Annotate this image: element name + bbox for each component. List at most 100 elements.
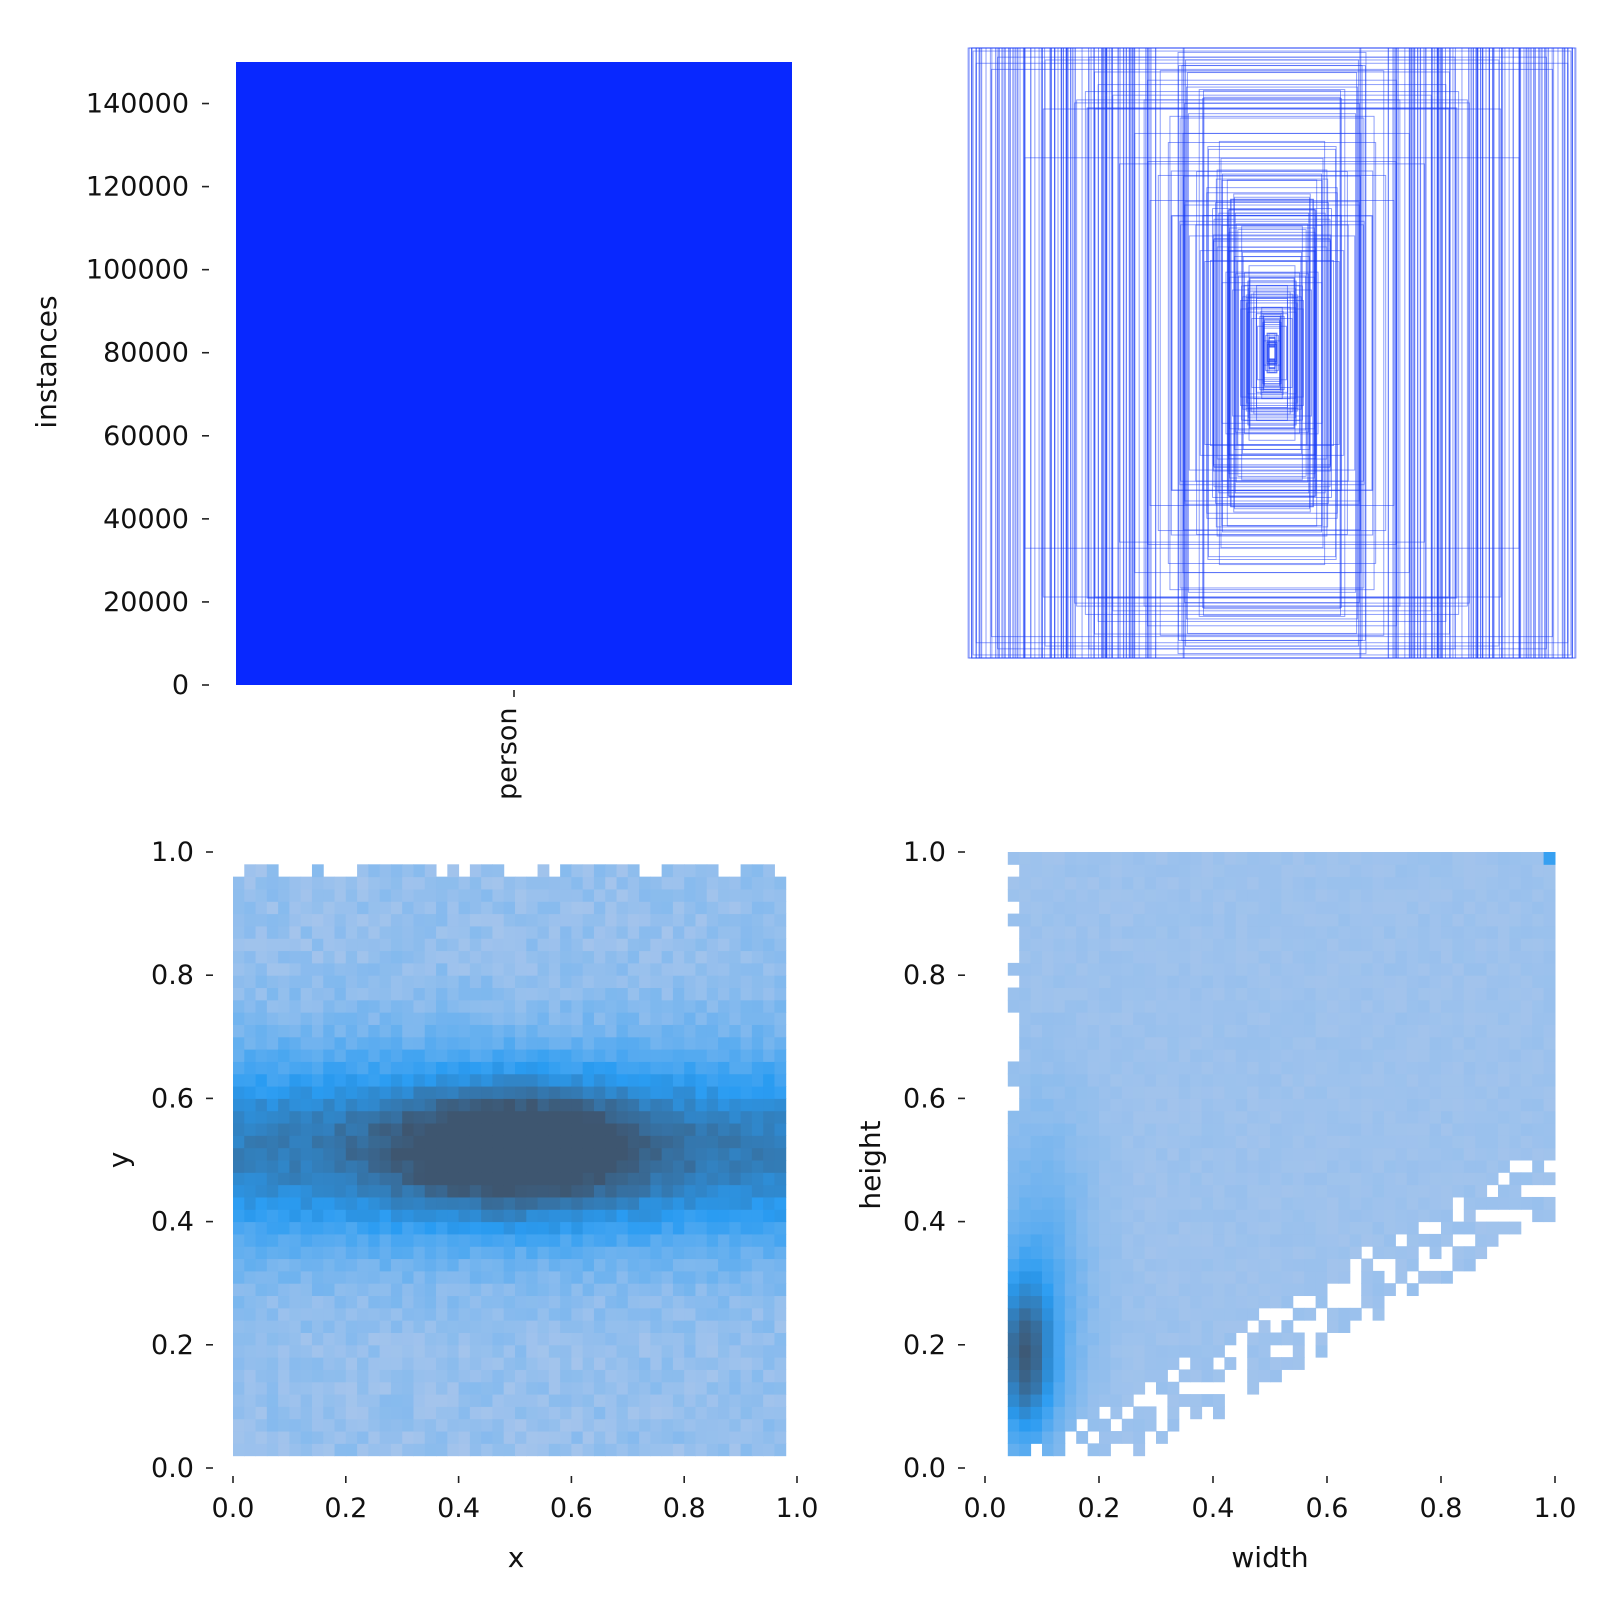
heatmap-cell <box>1076 1061 1089 1075</box>
heatmap-cell <box>1042 1172 1054 1186</box>
heatmap-cell <box>1224 1320 1237 1333</box>
heatmap-cell <box>1315 1098 1328 1112</box>
heatmap-cell <box>278 876 290 890</box>
heatmap-cell <box>639 1418 651 1432</box>
heatmap-cell <box>627 1196 640 1210</box>
heatmap-cell <box>1372 1160 1385 1173</box>
heatmap-cell <box>751 1061 764 1075</box>
heatmap-cell <box>515 1036 527 1050</box>
heatmap-cell <box>1007 1357 1020 1370</box>
heatmap-cell <box>345 1196 358 1210</box>
heatmap-cell <box>571 1209 584 1223</box>
heatmap-cell <box>492 1123 505 1136</box>
heatmap-cell <box>244 1270 257 1284</box>
heatmap-cell <box>1064 1061 1077 1075</box>
heatmap-cell <box>515 1160 527 1173</box>
heatmap-cell <box>289 1147 302 1161</box>
heatmap-cell <box>390 1209 403 1223</box>
heatmap-cell <box>1099 1196 1111 1210</box>
heatmap-cell <box>1441 1196 1453 1210</box>
box-outline <box>1268 343 1276 363</box>
heatmap-cell <box>1042 1221 1054 1235</box>
heatmap-cell <box>1007 1196 1020 1210</box>
heatmap-cell <box>1030 1357 1043 1370</box>
box-outline <box>1106 47 1438 659</box>
heatmap-cell <box>582 1024 595 1038</box>
heatmap-cell <box>515 1344 527 1358</box>
heatmap-cell <box>345 1172 358 1186</box>
heatmap-cell <box>1042 852 1054 865</box>
heatmap-cell <box>526 999 539 1013</box>
heatmap-cell <box>492 1246 505 1260</box>
box-outline <box>1178 65 1366 641</box>
heatmap-cell <box>774 1024 787 1038</box>
heatmap-cell <box>706 1344 719 1358</box>
heatmap-cell <box>1178 962 1191 976</box>
heatmap-cell <box>695 1431 708 1444</box>
heatmap-cell <box>1395 1246 1408 1260</box>
box-outline <box>1118 47 1426 659</box>
box-outline <box>1180 224 1364 482</box>
heatmap-cell <box>481 1209 493 1223</box>
heatmap-cell <box>368 1357 381 1370</box>
heatmap-cell <box>593 1184 606 1198</box>
heatmap-cell <box>266 1320 279 1333</box>
heatmap-cell <box>718 1073 730 1087</box>
heatmap-cell <box>492 1221 505 1235</box>
heatmap-cell <box>1042 1160 1054 1173</box>
heatmap-cell <box>1406 938 1419 952</box>
heatmap-cell <box>1395 888 1408 902</box>
heatmap-cell <box>1520 864 1533 878</box>
heatmap-cell <box>605 938 618 952</box>
heatmap-cell <box>774 1431 787 1444</box>
heatmap-cell <box>436 1258 448 1272</box>
heatmap-cell <box>1258 1073 1271 1087</box>
heatmap-cell <box>255 925 268 939</box>
heatmap-cell <box>1429 913 1442 927</box>
heatmap-cell <box>379 864 392 878</box>
heatmap-cell <box>740 1036 753 1050</box>
heatmap-cell <box>1030 1221 1043 1235</box>
heatmap-cell <box>1099 1418 1111 1432</box>
heatmap-cell <box>345 1357 358 1370</box>
heatmap-cell <box>1076 1172 1089 1186</box>
heatmap-cell <box>1258 1086 1271 1099</box>
heatmap-cell <box>323 925 336 939</box>
heatmap-cell <box>447 1369 460 1383</box>
heatmap-cell <box>661 950 674 964</box>
heatmap-cell <box>458 901 471 915</box>
heatmap-cell <box>763 1357 775 1370</box>
heatmap-cell <box>334 1012 347 1025</box>
heatmap-cell <box>695 1406 708 1420</box>
heatmap-cell <box>1042 913 1054 927</box>
heatmap-cell <box>1292 975 1305 989</box>
heatmap-cell <box>413 1098 426 1112</box>
heatmap-cell <box>481 901 493 915</box>
heatmap-cell <box>1087 864 1100 878</box>
heatmap-cell <box>1110 1369 1123 1383</box>
heatmap-cell <box>1121 1209 1134 1223</box>
heatmap-cell <box>492 1160 505 1173</box>
heatmap-cell <box>616 1418 629 1432</box>
heatmap-cell <box>560 1110 572 1124</box>
heatmap-cell <box>1338 962 1351 976</box>
heatmap-cell <box>1087 1196 1100 1210</box>
heatmap-cell <box>1144 1209 1157 1223</box>
heatmap-cell <box>1349 1086 1362 1099</box>
heatmap-cell <box>244 1406 257 1420</box>
heatmap-cell <box>1509 1024 1522 1038</box>
heatmap-cell <box>1099 950 1111 964</box>
heatmap-cell <box>1007 1258 1020 1272</box>
xy-heatmap: 0.0 0.2 0.4 0.6 0.8 1.00.00.20.40.60.81.0 x y <box>102 837 818 1574</box>
heatmap-cell <box>1532 876 1545 890</box>
heatmap-cell <box>469 1332 482 1346</box>
heatmap-cell <box>244 950 257 964</box>
heatmap-cell <box>1019 913 1032 927</box>
heatmap-cell <box>616 1036 629 1050</box>
heatmap-cell <box>661 1270 674 1284</box>
heatmap-cell <box>706 1209 719 1223</box>
heatmap-cell <box>548 1431 561 1444</box>
heatmap-cell <box>1076 1406 1089 1420</box>
heatmap-cell <box>571 1110 584 1124</box>
heatmap-cell <box>1452 950 1465 964</box>
